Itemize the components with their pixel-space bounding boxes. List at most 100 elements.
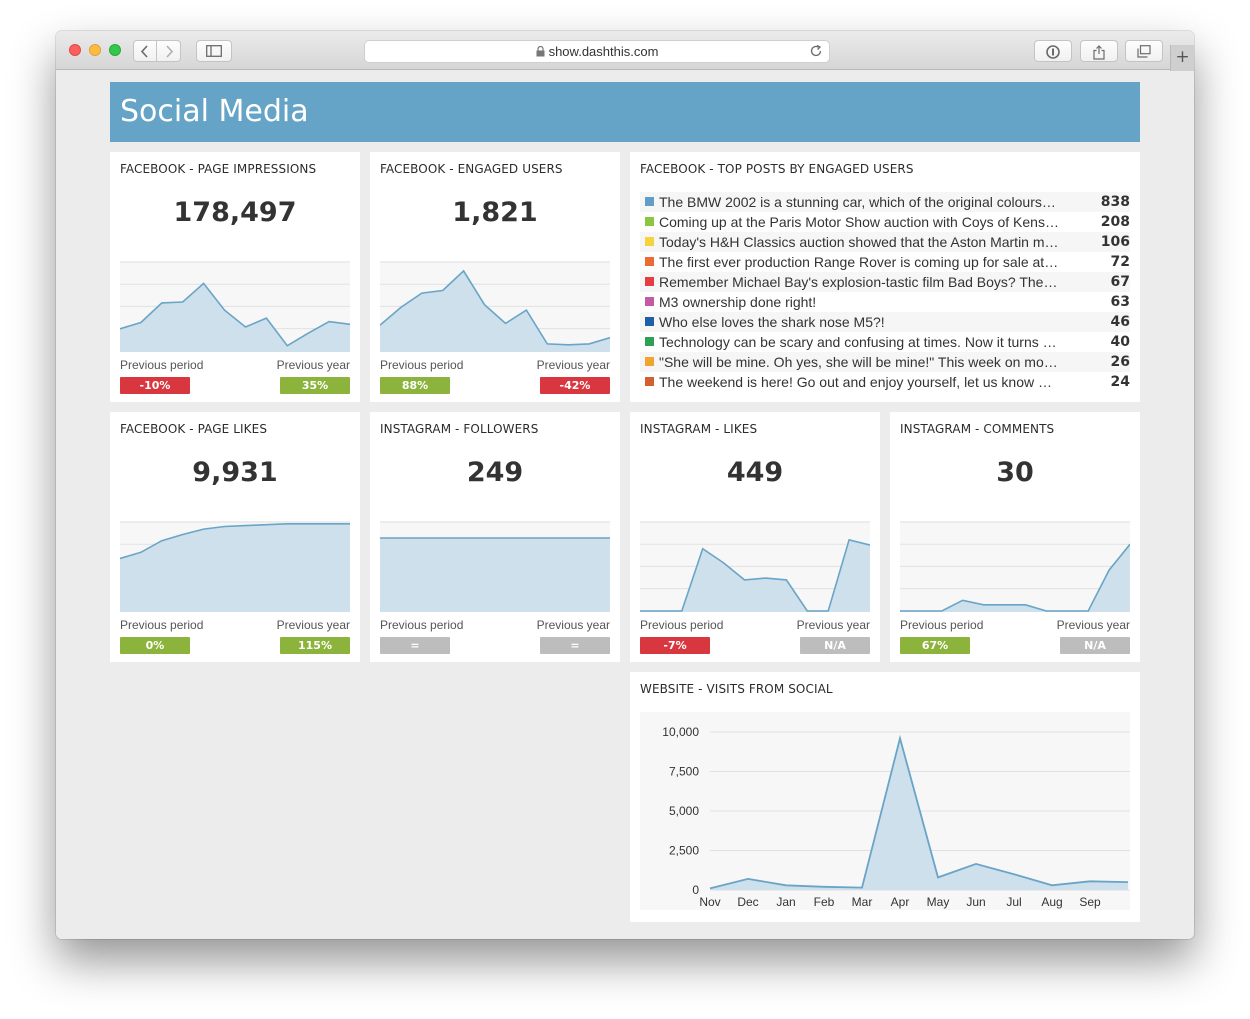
widget-ig-followers: INSTAGRAM - FOLLOWERS 249 Previous perio… bbox=[370, 412, 620, 662]
forward-button[interactable] bbox=[157, 40, 181, 62]
sparkline-area bbox=[900, 544, 1130, 612]
close-window-button[interactable] bbox=[69, 44, 81, 56]
previous-period-label: Previous period bbox=[900, 618, 984, 632]
post-text: Today's H&H Classics auction showed that… bbox=[659, 234, 1059, 250]
widget-website-visits-social: WEBSITE - VISITS FROM SOCIAL 0 2,500 5,000… bbox=[630, 672, 1140, 922]
widget-value: 9,931 bbox=[192, 457, 278, 488]
visits-area-chart: 0 2,500 5,000 7,500 10,000 Nov Dec Jan Feb Mar Apr… bbox=[640, 712, 1130, 910]
list-item[interactable]: "She will be mine. Oh yes, she will be m… bbox=[640, 352, 1130, 372]
list-item[interactable]: The BMW 2002 is a stunning car, which of… bbox=[640, 192, 1130, 212]
y-tick-label: 10,000 bbox=[662, 725, 699, 739]
list-item[interactable]: Today's H&H Classics auction showed that… bbox=[640, 232, 1130, 252]
post-value: 67 bbox=[1110, 274, 1130, 290]
address-bar[interactable]: show.dashthis.com bbox=[364, 40, 830, 63]
widget-title: FACEBOOK - ENGAGED USERS bbox=[380, 162, 563, 176]
previous-year-badge: 35% bbox=[280, 377, 350, 394]
list-item[interactable]: The first ever production Range Rover is… bbox=[640, 252, 1130, 272]
previous-year-label: Previous year bbox=[1056, 618, 1130, 632]
sparkline-line bbox=[120, 282, 350, 347]
list-item[interactable]: Remember Michael Bay's explosion-tastic … bbox=[640, 272, 1130, 292]
share-icon bbox=[1093, 45, 1105, 60]
widget-title: FACEBOOK - PAGE IMPRESSIONS bbox=[120, 162, 317, 176]
lock-icon bbox=[536, 46, 545, 57]
x-tick-label: Sep bbox=[1079, 895, 1101, 909]
previous-period-badge: 88% bbox=[380, 377, 450, 394]
list-item[interactable]: Technology can be scary and confusing at… bbox=[640, 332, 1130, 352]
sparkline-chart bbox=[380, 521, 610, 612]
back-button[interactable] bbox=[133, 40, 157, 62]
top-posts-list: The BMW 2002 is a stunning car, which of… bbox=[640, 192, 1130, 392]
x-tick-label: Mar bbox=[852, 895, 873, 909]
reload-icon[interactable] bbox=[809, 44, 823, 58]
minimize-window-button[interactable] bbox=[89, 44, 101, 56]
new-tab-button[interactable]: + bbox=[1170, 45, 1194, 71]
browser-toolbar: show.dashthis.com + bbox=[56, 31, 1194, 71]
tabs-overview-button[interactable] bbox=[1125, 40, 1163, 62]
sparkline-chart bbox=[640, 521, 870, 612]
previous-period-label: Previous period bbox=[120, 358, 204, 372]
share-button[interactable] bbox=[1080, 40, 1118, 62]
post-value: 72 bbox=[1110, 254, 1130, 270]
sparkline-line bbox=[380, 269, 610, 346]
widget-fb-page-impressions: FACEBOOK - PAGE IMPRESSIONS 178,497 Prev… bbox=[110, 152, 360, 402]
x-tick-label: Nov bbox=[699, 895, 720, 909]
legend-swatch bbox=[645, 257, 654, 266]
widget-title: FACEBOOK - TOP POSTS BY ENGAGED USERS bbox=[640, 162, 914, 176]
sidebar-toggle-button[interactable] bbox=[196, 40, 232, 62]
widget-title: INSTAGRAM - LIKES bbox=[640, 422, 758, 436]
post-text: The weekend is here! Go out and enjoy yo… bbox=[659, 374, 1059, 390]
widget-title: FACEBOOK - PAGE LIKES bbox=[120, 422, 268, 436]
browser-window: show.dashthis.com + Social Media FACEBOO… bbox=[56, 31, 1194, 939]
plus-icon: + bbox=[1175, 47, 1190, 67]
post-value: 63 bbox=[1110, 294, 1130, 310]
sparkline-area bbox=[640, 539, 870, 612]
sparkline-line bbox=[900, 543, 1130, 612]
previous-year-label: Previous year bbox=[276, 358, 350, 372]
previous-period-label: Previous period bbox=[380, 618, 464, 632]
y-tick-label: 2,500 bbox=[669, 844, 699, 858]
visits-area bbox=[710, 738, 1128, 890]
legend-swatch bbox=[645, 337, 654, 346]
legend-swatch bbox=[645, 237, 654, 246]
widget-value: 249 bbox=[466, 457, 524, 488]
post-text: The first ever production Range Rover is… bbox=[659, 254, 1059, 270]
list-item[interactable]: The weekend is here! Go out and enjoy yo… bbox=[640, 372, 1130, 392]
sparkline-chart bbox=[120, 261, 350, 352]
info-circle-icon bbox=[1046, 45, 1060, 59]
widget-value: 449 bbox=[726, 457, 784, 488]
x-tick-label: Jul bbox=[1006, 895, 1021, 909]
dashboard: Social Media FACEBOOK - PAGE IMPRESSIONS… bbox=[56, 71, 1194, 939]
x-tick-label: Jun bbox=[966, 895, 985, 909]
previous-period-label: Previous period bbox=[380, 358, 464, 372]
previous-year-badge: N/A bbox=[1060, 637, 1130, 654]
previous-year-badge: 115% bbox=[280, 637, 350, 654]
x-tick-label: Jan bbox=[776, 895, 795, 909]
legend-swatch bbox=[645, 197, 654, 206]
post-value: 24 bbox=[1110, 374, 1130, 390]
list-item[interactable]: M3 ownership done right! 63 bbox=[640, 292, 1130, 312]
previous-year-label: Previous year bbox=[536, 358, 610, 372]
widget-value: 178,497 bbox=[173, 197, 297, 228]
previous-period-badge: -7% bbox=[640, 637, 710, 654]
page-title: Social Media bbox=[110, 82, 1140, 142]
previous-period-label: Previous period bbox=[120, 618, 204, 632]
post-value: 40 bbox=[1110, 334, 1130, 350]
post-text: Who else loves the shark nose M5?! bbox=[659, 314, 885, 330]
tabs-icon bbox=[1137, 45, 1151, 58]
list-item[interactable]: Who else loves the shark nose M5?! 46 bbox=[640, 312, 1130, 332]
list-item[interactable]: Coming up at the Paris Motor Show auctio… bbox=[640, 212, 1130, 232]
sparkline-chart bbox=[380, 261, 610, 352]
widget-title: INSTAGRAM - COMMENTS bbox=[900, 422, 1055, 436]
post-text: Coming up at the Paris Motor Show auctio… bbox=[659, 214, 1059, 230]
sparkline-chart bbox=[900, 521, 1130, 612]
widget-title: WEBSITE - VISITS FROM SOCIAL bbox=[640, 682, 833, 696]
y-tick-label: 7,500 bbox=[669, 765, 699, 779]
legend-swatch bbox=[645, 377, 654, 386]
legend-swatch bbox=[645, 317, 654, 326]
reader-button[interactable] bbox=[1034, 40, 1072, 62]
post-text: Technology can be scary and confusing at… bbox=[659, 334, 1057, 350]
x-tick-label: Dec bbox=[737, 895, 758, 909]
sparkline-area bbox=[120, 523, 350, 612]
previous-year-badge: -42% bbox=[540, 377, 610, 394]
zoom-window-button[interactable] bbox=[109, 44, 121, 56]
